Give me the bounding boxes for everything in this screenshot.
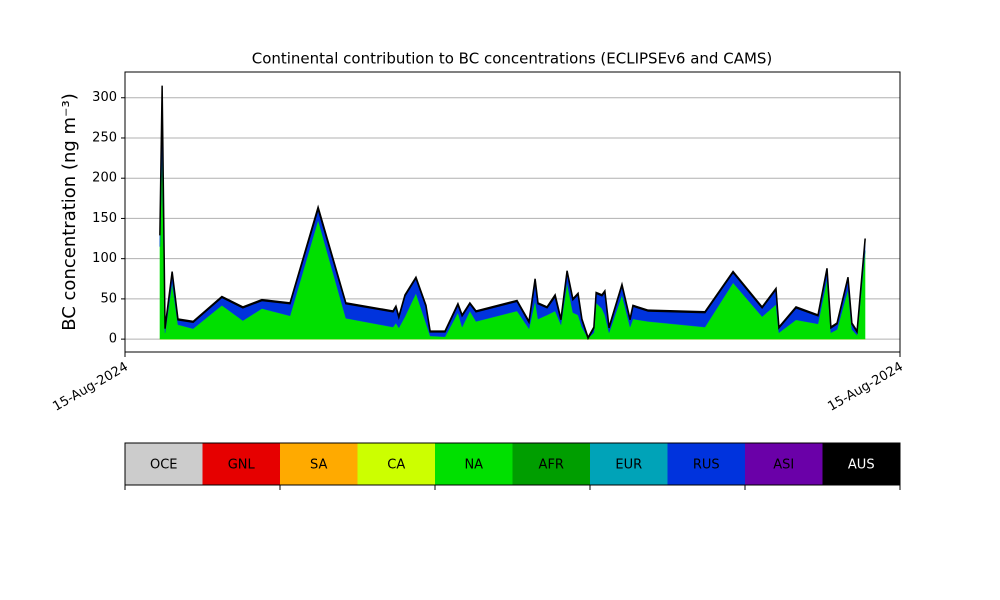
legend-label: OCE (150, 458, 178, 473)
legend-swatch (745, 443, 823, 485)
legend-frame (124, 442, 901, 486)
y-tick-label: 100 (92, 251, 117, 266)
legend-swatch (125, 443, 203, 485)
legend-swatch (822, 443, 900, 485)
x-tick-label: 15-Aug-2024 (50, 360, 130, 415)
legend-label: SA (310, 458, 327, 473)
y-tick-label: 50 (100, 291, 117, 306)
chart-title: Continental contribution to BC concentra… (252, 50, 773, 68)
legend-label: AUS (848, 458, 875, 473)
y-axis-label: BC concentration (ng m⁻³) (59, 93, 80, 331)
legend-label: GNL (228, 458, 256, 473)
legend-label: AFR (539, 458, 564, 473)
legend-label: CA (387, 458, 405, 473)
legend-swatch (202, 443, 280, 485)
legend-label: NA (464, 458, 483, 473)
legend-label: ASI (773, 458, 794, 473)
legend-swatch (280, 443, 358, 485)
legend-label: RUS (693, 458, 720, 473)
legend-swatch (667, 443, 745, 485)
legend-swatch (435, 443, 513, 485)
x-tick-label: 15-Aug-2024 (825, 360, 905, 415)
y-tick-label: 300 (92, 90, 117, 105)
y-tick-label: 0 (109, 332, 117, 347)
y-tick-label: 250 (92, 130, 117, 145)
legend-swatch (512, 443, 590, 485)
y-tick-label: 200 (92, 171, 117, 186)
legend-label: EUR (615, 458, 642, 473)
y-tick-label: 150 (92, 211, 117, 226)
plot-frame (124, 71, 901, 353)
area (159, 85, 866, 341)
legend-swatch (357, 443, 435, 485)
legend-swatch (590, 443, 668, 485)
